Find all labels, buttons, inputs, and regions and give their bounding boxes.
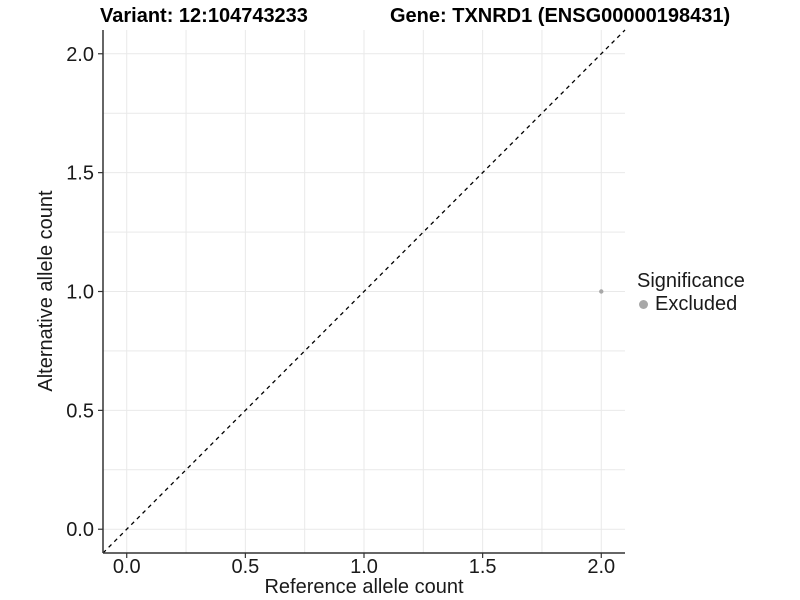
x-tick-label: 0.0 — [113, 556, 141, 578]
legend-point-icon — [639, 299, 648, 309]
y-tick-label: 0.5 — [66, 400, 94, 422]
legend-title: Significance — [637, 270, 745, 292]
y-tick-label: 0.0 — [66, 519, 94, 541]
y-tick-label: 2.0 — [66, 44, 94, 66]
legend-item-excluded: Excluded — [639, 293, 745, 315]
x-tick-label: 1.5 — [469, 556, 497, 578]
x-tick-label: 1.0 — [350, 556, 378, 578]
y-axis-title: Alternative allele count — [35, 190, 57, 392]
data-point-excluded — [599, 289, 604, 294]
y-tick-label: 1.0 — [66, 282, 94, 304]
x-tick-label: 2.0 — [587, 556, 615, 578]
y-tick-label: 1.5 — [66, 163, 94, 185]
identity-reference-line — [102, 29, 626, 554]
legend: Significance Excluded — [637, 270, 745, 315]
x-axis-title: Reference allele count — [264, 576, 464, 598]
gene-title: Gene: TXNRD1 (ENSG00000198431) — [390, 5, 731, 27]
x-tick-label: 0.5 — [231, 556, 259, 578]
variant-title: Variant: 12:104743233 — [100, 5, 308, 27]
legend-item-label: Excluded — [655, 293, 738, 315]
